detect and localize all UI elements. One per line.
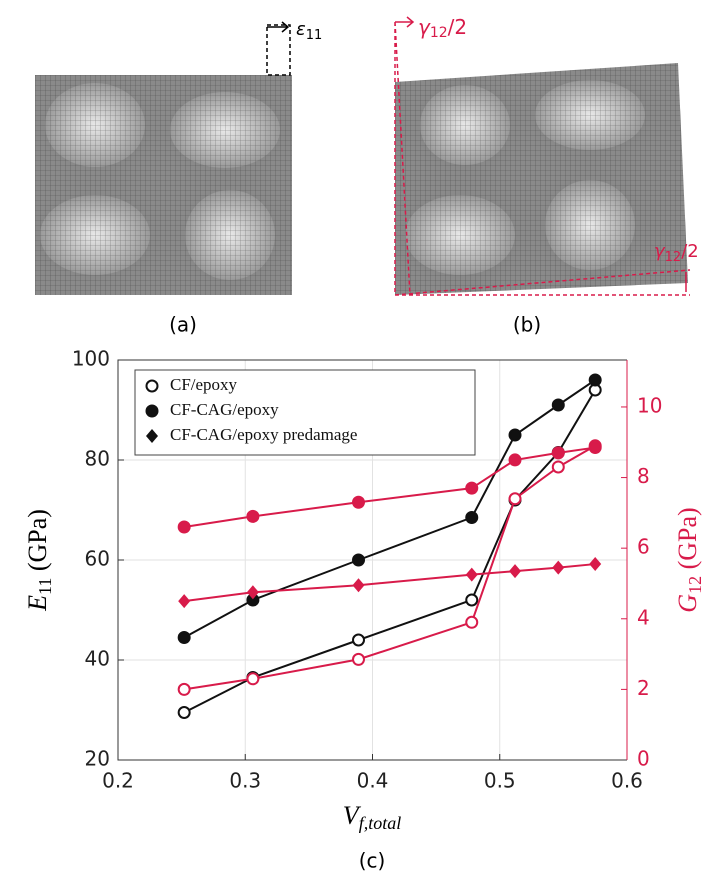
marker (510, 430, 521, 441)
legend-label: CF-CAG/epoxy (170, 400, 279, 419)
marker (147, 406, 158, 417)
x-tick-label: 0.3 (229, 769, 261, 793)
marker (466, 512, 477, 523)
marker (247, 673, 258, 684)
panel-label: (a) (169, 313, 197, 337)
marker (466, 595, 477, 606)
marker (353, 497, 364, 508)
shear-label: γ12/2 (418, 15, 467, 42)
marker (466, 617, 477, 628)
y-tick-label: 20 (85, 747, 110, 771)
y-tick-label: 100 (72, 347, 110, 371)
mesh-a: ε11 (35, 19, 322, 295)
figure: ε11 γ12/2 γ12/2 (a) (b) (c) Vf,total E11… (0, 0, 711, 884)
marker (179, 632, 190, 643)
panel-label: (c) (359, 849, 386, 873)
marker (353, 654, 364, 665)
x-tick-label: 0.6 (611, 769, 643, 793)
y-axis-title: E11 (GPa) (23, 509, 55, 612)
x-tick-label: 0.5 (484, 769, 516, 793)
y2-tick-label: 10 (637, 393, 662, 417)
marker (179, 707, 190, 718)
legend-label: CF/epoxy (170, 375, 238, 394)
y-tick-label: 80 (85, 447, 110, 471)
y-tick-label: 40 (85, 647, 110, 671)
marker (553, 400, 564, 411)
marker (353, 635, 364, 646)
panel-label: (b) (513, 313, 541, 337)
y2-tick-label: 4 (637, 605, 650, 629)
marker (553, 461, 564, 472)
y2-tick-label: 8 (637, 464, 650, 488)
marker (179, 684, 190, 695)
y-tick-label: 60 (85, 547, 110, 571)
marker (353, 555, 364, 566)
strain-label: ε11 (296, 19, 322, 43)
marker (466, 483, 477, 494)
y2-tick-label: 0 (637, 747, 650, 771)
y2-tick-label: 2 (637, 676, 650, 700)
marker (510, 493, 521, 504)
x-tick-label: 0.2 (102, 769, 134, 793)
x-axis-title: Vf,total (343, 801, 401, 833)
marker (553, 447, 564, 458)
x-tick-label: 0.4 (357, 769, 389, 793)
marker (590, 375, 601, 386)
marker (247, 511, 258, 522)
marker (590, 442, 601, 453)
marker (179, 521, 190, 532)
legend-label: CF-CAG/epoxy predamage (170, 425, 357, 444)
y2-tick-label: 6 (637, 535, 650, 559)
marker (147, 381, 158, 392)
mesh-b: γ12/2 γ12/2 (395, 15, 699, 296)
y2-axis-title: G12 (GPa) (673, 507, 705, 612)
marker (510, 454, 521, 465)
